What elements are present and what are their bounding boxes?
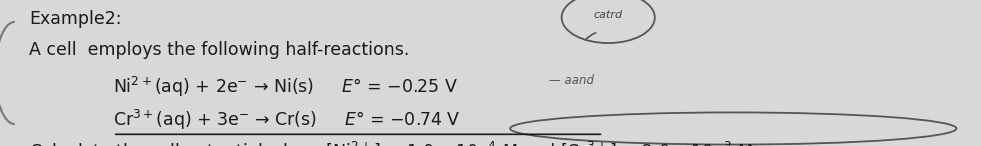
Text: $\mathregular{Ni^{2+}}$(aq) + 2e$^{-}$ → Ni(s)     $E°$ = −0.25 V: $\mathregular{Ni^{2+}}$(aq) + 2e$^{-}$ →… <box>113 74 458 99</box>
Text: A cell  employs the following half-reactions.: A cell employs the following half-reacti… <box>29 41 410 59</box>
Text: Example2:: Example2: <box>29 10 122 28</box>
Text: $\mathregular{Cr^{3+}}$(aq) + 3e$^{-}$ → Cr(s)     $E°$ = −0.74 V: $\mathregular{Cr^{3+}}$(aq) + 3e$^{-}$ →… <box>113 108 460 132</box>
Text: — aand: — aand <box>549 74 594 87</box>
Text: Calculate the cell potential when  $[\mathregular{Ni^{2+}}]$ = 1.0 x 10$^{-4}$ $: Calculate the cell potential when $[\mat… <box>29 140 758 146</box>
Text: catrd: catrd <box>594 10 623 20</box>
